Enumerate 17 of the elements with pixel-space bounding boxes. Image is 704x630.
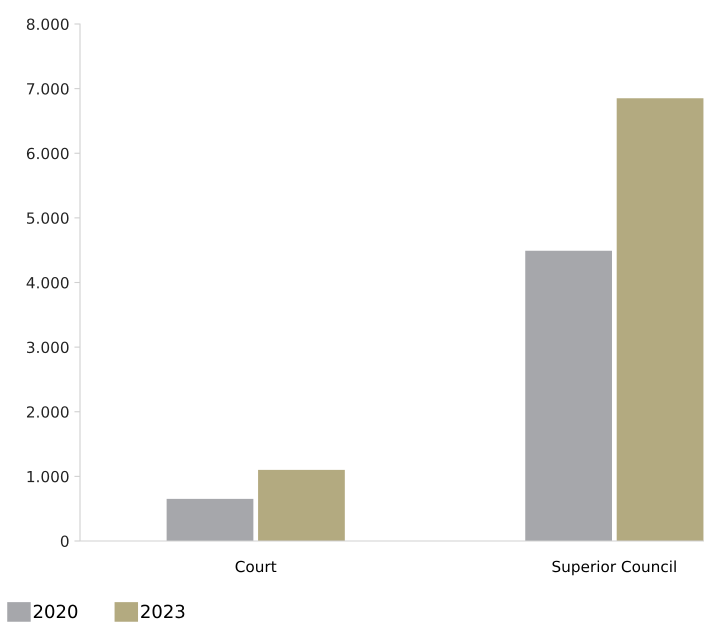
bar	[256, 468, 346, 541]
legend-label: 2020	[34, 604, 78, 618]
y-tick-label: 6.000	[26, 148, 69, 160]
y-tick-label: 7.000	[27, 83, 69, 95]
y-tick-label: 4.000	[26, 276, 69, 289]
bar	[616, 97, 704, 541]
y-tick-label: 1.000	[28, 470, 69, 482]
x-tick-label: Superior Council	[552, 560, 676, 576]
bar	[524, 250, 614, 541]
y-tick-label: 8.000	[26, 18, 69, 30]
bar	[166, 498, 254, 541]
y-tick-label: 5.000	[27, 212, 69, 224]
y-tick-label: 3.000	[27, 342, 69, 354]
y-tick-label: 0	[60, 535, 69, 548]
y-tick-label: 2.000	[26, 406, 69, 418]
legend-label: 2023	[141, 604, 184, 618]
x-tick-label: Court	[236, 560, 276, 572]
